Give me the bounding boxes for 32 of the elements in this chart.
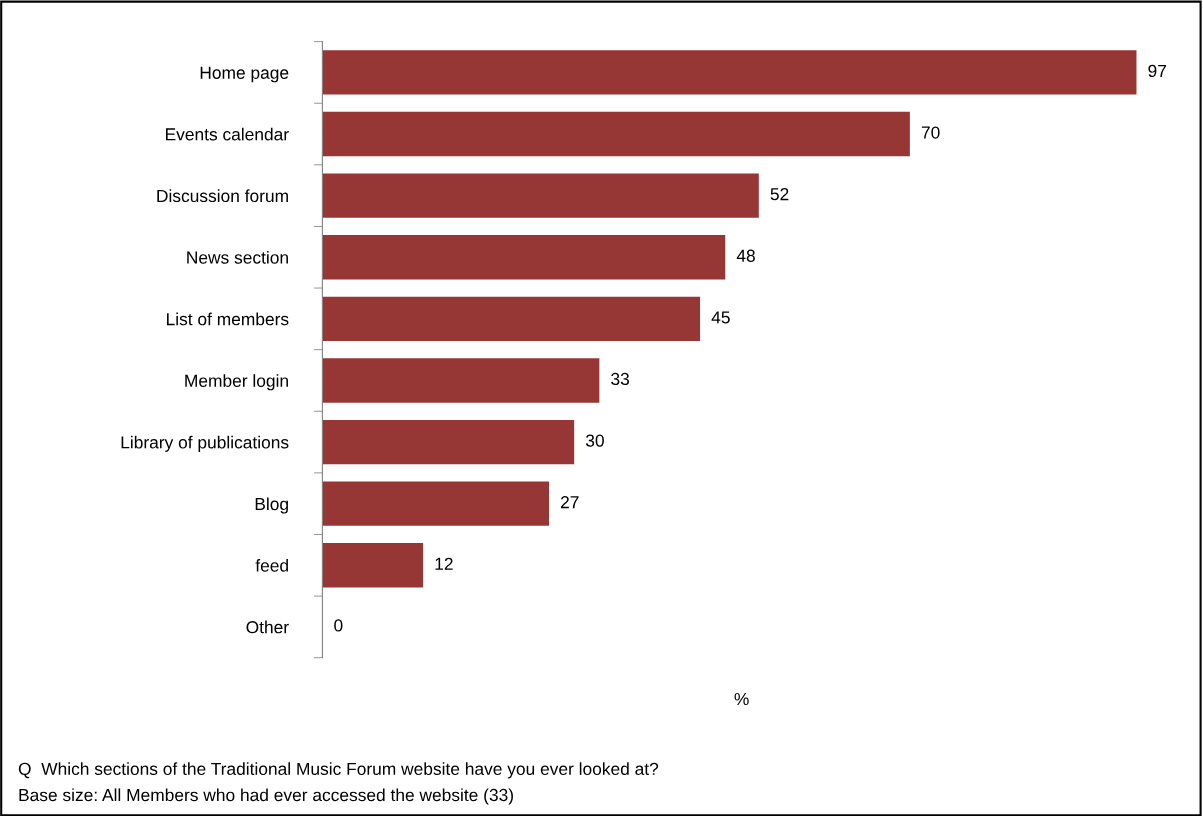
bar — [322, 296, 701, 342]
bar — [322, 481, 549, 526]
data-label: 70 — [921, 126, 940, 139]
bar — [322, 111, 910, 157]
bar — [322, 419, 575, 465]
data-label: 12 — [435, 557, 453, 570]
bar — [322, 358, 600, 403]
y-tick-label: Discussion forum — [157, 189, 288, 203]
y-tick-label: Home page — [200, 66, 289, 83]
y-tick-label: feed — [255, 558, 288, 572]
bar — [322, 50, 1137, 95]
data-label: 48 — [736, 249, 755, 262]
y-tick-label: Blog — [255, 497, 288, 514]
y-tick-label: News section — [187, 250, 288, 264]
y-tick-label: Member login — [185, 374, 288, 391]
data-label: 33 — [611, 372, 630, 386]
text: Q Which sections of the Traditional Music Forum website have you ever looked at? — [18, 762, 659, 779]
y-tick-label: Events calendar — [166, 127, 289, 141]
data-label: 27 — [560, 496, 579, 509]
data-label: 52 — [770, 188, 789, 201]
data-label: 30 — [585, 434, 604, 447]
data-label: 45 — [711, 311, 730, 324]
bar — [322, 173, 759, 218]
bar — [322, 235, 726, 280]
x-axis-title: % — [734, 692, 749, 706]
bar — [322, 543, 424, 588]
text: Base size: All Members who had ever accessed the website (33) — [19, 788, 513, 805]
data-label: 0 — [334, 619, 343, 632]
data-label: 97 — [1148, 64, 1167, 78]
y-tick-label: Other — [246, 620, 289, 634]
y-tick-label: Library of publications — [121, 435, 289, 452]
y-tick-label: List of members — [167, 312, 289, 326]
